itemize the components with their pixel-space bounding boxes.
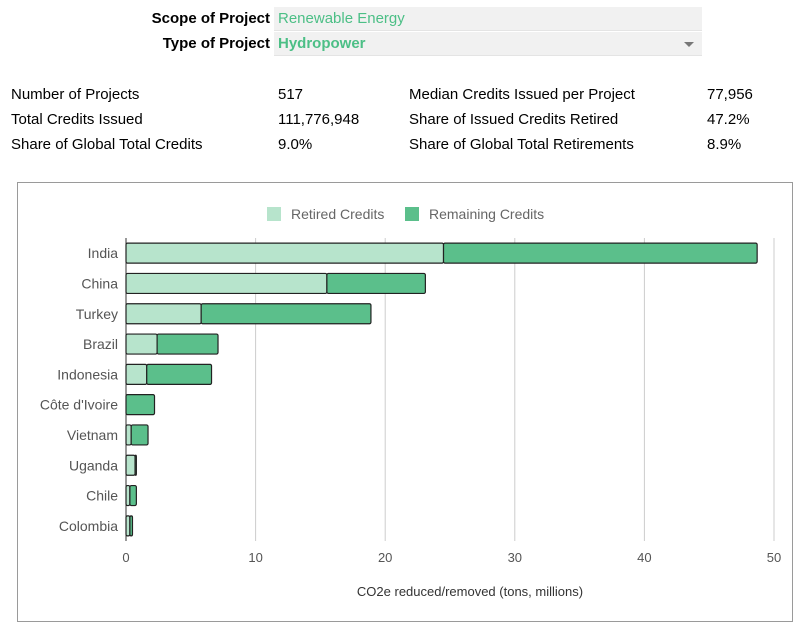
stat-number-of-projects-label: Number of Projects <box>11 86 140 103</box>
x-tick-label: 10 <box>248 550 262 565</box>
type-filter: Type of Project Hydropower <box>0 32 800 56</box>
bar-retired <box>125 272 328 295</box>
bar-remaining <box>146 363 213 385</box>
y-tick-label: China <box>81 275 118 291</box>
stat-share-global-credits-label: Share of Global Total Credits <box>11 136 203 153</box>
bar-remaining <box>130 424 149 446</box>
scope-filter-box[interactable]: Renewable Energy <box>274 7 702 31</box>
stat-share-global-retirements-label: Share of Global Total Retirements <box>409 136 634 153</box>
stat-median-credits-value: 77,956 <box>707 86 753 103</box>
x-tick-label: 40 <box>637 550 651 565</box>
stat-share-global-retirements-value: 8.9% <box>707 136 742 153</box>
bar-retired <box>125 333 158 355</box>
stat-median-credits-label: Median Credits Issued per Project <box>409 86 635 103</box>
bar-retired <box>125 454 136 476</box>
y-tick-label: Brazil <box>83 336 118 352</box>
chevron-down-icon[interactable] <box>684 42 694 47</box>
legend-label: Retired Credits <box>291 206 384 222</box>
bar-remaining <box>200 303 372 325</box>
y-tick-label: Colombia <box>59 518 118 534</box>
legend-swatch <box>267 207 281 221</box>
stat-number-of-projects-value: 517 <box>278 86 304 103</box>
bar-chart: 0 10 20 30 40 50 India China Turkey Brazil Indones… <box>40 206 781 599</box>
scope-filter-label: Scope of Project <box>151 10 270 27</box>
bar-remaining <box>134 454 137 476</box>
scope-filter: Scope of Project Renewable Energy <box>0 7 800 31</box>
bar-retired <box>125 363 148 385</box>
stat-share-retired-value: 47.2% <box>707 111 750 128</box>
bar-remaining <box>326 272 426 295</box>
bar-remaining <box>129 515 134 537</box>
x-tick-label: 50 <box>767 550 781 565</box>
bar-remaining <box>442 242 758 264</box>
x-tick-label: 0 <box>122 550 129 565</box>
y-tick-label: Vietnam <box>67 427 118 443</box>
y-tick-label: India <box>88 245 119 261</box>
y-tick-label: Uganda <box>69 457 118 473</box>
type-dropdown-value: Hydropower <box>278 35 366 52</box>
y-tick-label: Turkey <box>76 306 118 322</box>
stat-share-retired-label: Share of Issued Credits Retired <box>409 111 619 128</box>
stat-total-credits-value: 111,776,948 <box>278 111 360 128</box>
y-tick-label: Indonesia <box>57 366 118 382</box>
x-axis-title: CO2e reduced/removed (tons, millions) <box>357 584 583 599</box>
stat-share-global-credits-value: 9.0% <box>278 136 313 153</box>
stat-total-credits-label: Total Credits Issued <box>11 111 143 128</box>
bar-retired <box>125 424 132 446</box>
x-tick-label: 20 <box>378 550 392 565</box>
bar-retired <box>125 242 445 264</box>
chart-container: 0 10 20 30 40 50 India China Turkey Brazil Indones… <box>17 182 793 622</box>
legend-label: Remaining Credits <box>429 206 544 222</box>
type-dropdown[interactable]: Hydropower <box>274 32 702 56</box>
bar-remaining <box>156 333 219 355</box>
bar-remaining <box>125 394 156 416</box>
bar-remaining <box>129 484 137 507</box>
y-tick-label: Chile <box>86 488 118 504</box>
y-tick-label: Côte d'Ivoire <box>40 397 118 413</box>
type-filter-label: Type of Project <box>162 35 270 52</box>
legend-swatch <box>405 207 419 221</box>
bar-retired <box>125 303 202 325</box>
scope-filter-value: Renewable Energy <box>278 10 405 27</box>
x-tick-label: 30 <box>508 550 522 565</box>
